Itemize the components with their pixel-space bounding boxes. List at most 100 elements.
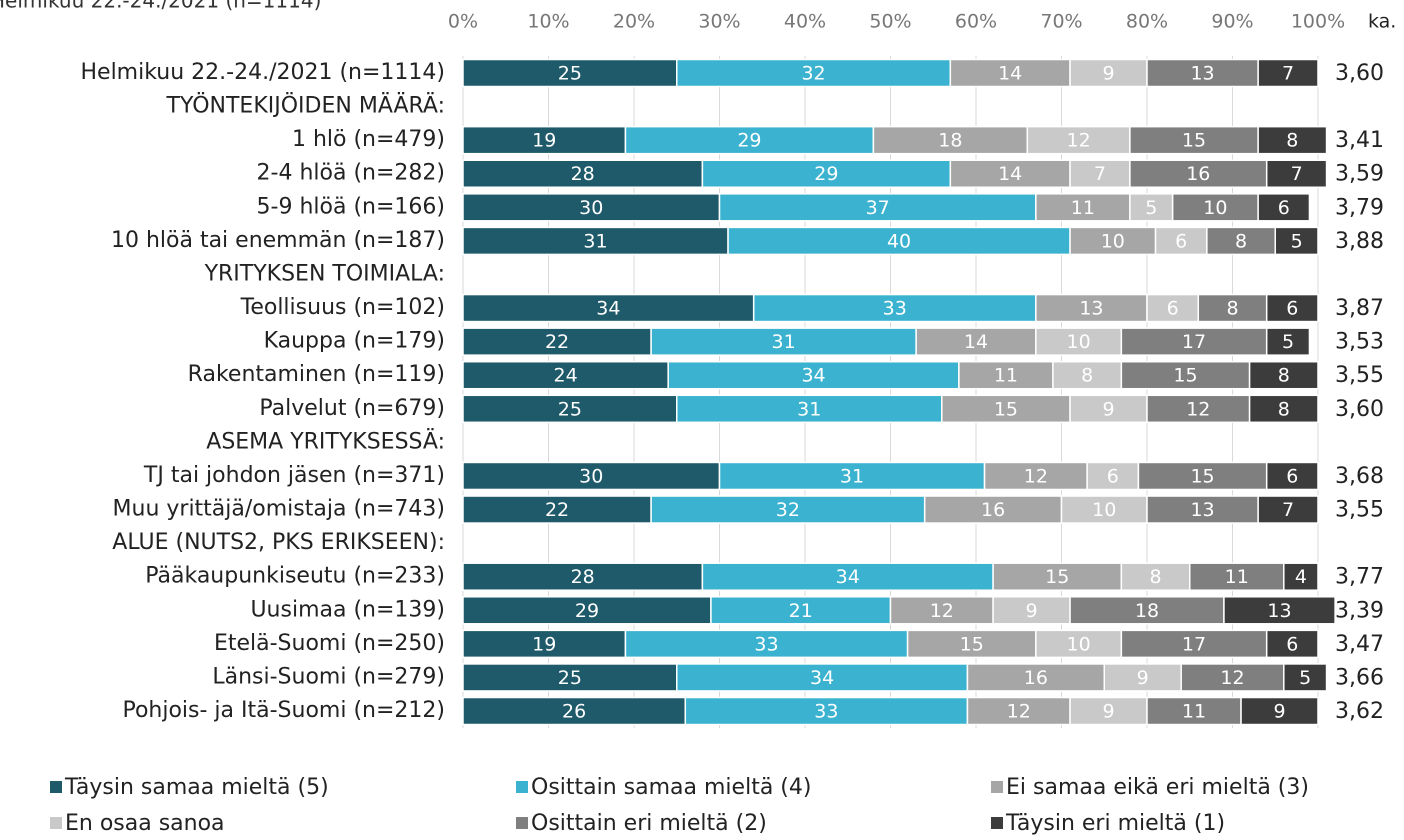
data-label: 13 xyxy=(1190,499,1214,521)
x-tick-label: 0% xyxy=(448,11,478,33)
bar-segment xyxy=(1069,58,1148,88)
bar-segment xyxy=(1120,360,1251,390)
data-label: 31 xyxy=(840,465,864,487)
data-label: 6 xyxy=(1167,298,1179,320)
legend-swatch xyxy=(516,781,528,793)
bar-segment xyxy=(1069,596,1225,625)
bar-segment xyxy=(701,159,952,188)
bar-segment xyxy=(1257,495,1319,524)
bar-segment xyxy=(1069,696,1148,726)
data-label: 19 xyxy=(532,633,556,655)
average-label: 3,68 xyxy=(1335,464,1384,489)
data-label: 6 xyxy=(1278,197,1290,219)
x-tick-label: 60% xyxy=(955,11,997,33)
data-label: 29 xyxy=(575,600,599,622)
data-label: 15 xyxy=(994,398,1018,420)
bar-segment xyxy=(676,58,952,88)
data-label: 5 xyxy=(1291,230,1303,252)
data-label: 9 xyxy=(1102,701,1114,723)
data-label: 28 xyxy=(571,566,595,588)
legend-label: Täysin samaa mieltä (5) xyxy=(64,775,329,800)
data-label: 6 xyxy=(1286,633,1298,655)
bar-segment xyxy=(752,293,1037,323)
bar-segment xyxy=(1069,159,1131,188)
bar-segment xyxy=(1171,193,1259,222)
data-label: 9 xyxy=(1026,600,1038,622)
average-label: 3,79 xyxy=(1335,195,1384,220)
data-label: 29 xyxy=(737,130,761,152)
bar-segment xyxy=(1223,596,1336,625)
data-label: 14 xyxy=(998,63,1022,85)
bar-segment xyxy=(710,596,892,625)
category-label: Etelä-Suomi (n=250) xyxy=(214,631,445,656)
data-label: 22 xyxy=(545,331,569,353)
x-tick-label: 80% xyxy=(1126,11,1168,33)
data-label: 33 xyxy=(754,633,778,655)
bar-segment xyxy=(1283,663,1328,692)
bar-segment xyxy=(1129,159,1268,188)
legend-label: Ei samaa eikä eri mieltä (3) xyxy=(1006,775,1309,800)
category-label: Länsi-Suomi (n=279) xyxy=(212,664,445,689)
bar-segment xyxy=(1069,226,1157,256)
average-label: 3,47 xyxy=(1335,632,1384,657)
x-tick-label: 10% xyxy=(527,11,569,33)
bar-segment xyxy=(1257,125,1328,155)
bar-segment xyxy=(1120,562,1191,591)
bar-segment xyxy=(949,159,1071,188)
data-label: 6 xyxy=(1286,465,1298,487)
bar-segment xyxy=(1240,696,1319,726)
bar-segment xyxy=(462,58,678,88)
data-label: 8 xyxy=(1235,230,1247,252)
category-label: Rakentaminen (n=119) xyxy=(188,362,445,387)
bar-segment xyxy=(462,193,721,222)
average-header: ka. xyxy=(1368,11,1396,33)
x-tick-label: 30% xyxy=(698,11,740,33)
bar-segment xyxy=(1120,327,1268,356)
bar-segment xyxy=(676,663,969,692)
bar-segment xyxy=(889,596,994,625)
data-label: 25 xyxy=(558,667,582,689)
data-label: 5 xyxy=(1299,667,1311,689)
bar-segment xyxy=(1265,461,1319,491)
data-label: 8 xyxy=(1081,365,1093,387)
bar-segment xyxy=(462,293,755,323)
data-label: 17 xyxy=(1182,331,1206,353)
data-label: 12 xyxy=(1024,465,1048,487)
data-label: 13 xyxy=(1190,63,1214,85)
x-tick-label: 20% xyxy=(613,11,655,33)
data-label: 30 xyxy=(579,197,603,219)
bar-segment xyxy=(941,394,1071,424)
data-label: 6 xyxy=(1286,298,1298,320)
data-label: 15 xyxy=(1182,130,1206,152)
category-label: Kauppa (n=179) xyxy=(264,329,445,354)
data-label: 18 xyxy=(1135,600,1159,622)
legend-label: Osittain eri mieltä (2) xyxy=(531,811,767,836)
category-label: ALUE (NUTS2, PKS ERIKSEEN): xyxy=(112,530,445,555)
data-label: 17 xyxy=(1182,633,1206,655)
bar-segment xyxy=(1197,293,1268,323)
data-label: 10 xyxy=(1203,197,1227,219)
bar-segment xyxy=(923,495,1063,524)
data-label: 9 xyxy=(1102,63,1114,85)
average-label: 3,77 xyxy=(1335,565,1384,590)
bar-segment xyxy=(1129,193,1174,222)
data-label: 15 xyxy=(960,633,984,655)
data-label: 34 xyxy=(596,298,620,320)
data-label: 31 xyxy=(797,398,821,420)
bar-segment xyxy=(983,461,1088,491)
data-label: 10 xyxy=(1092,499,1116,521)
average-label: 3,55 xyxy=(1335,363,1384,388)
data-label: 18 xyxy=(938,130,962,152)
x-tick-label: 90% xyxy=(1211,11,1253,33)
data-label: 10 xyxy=(1067,331,1091,353)
bar-segment xyxy=(966,696,1071,726)
data-label: 9 xyxy=(1102,398,1114,420)
bar-segment xyxy=(462,461,721,491)
data-label: 21 xyxy=(789,600,813,622)
bar-segment xyxy=(462,562,704,591)
bar-segment xyxy=(1129,125,1259,155)
data-label: 34 xyxy=(801,365,825,387)
data-label: 15 xyxy=(1173,365,1197,387)
data-label: 9 xyxy=(1273,701,1285,723)
